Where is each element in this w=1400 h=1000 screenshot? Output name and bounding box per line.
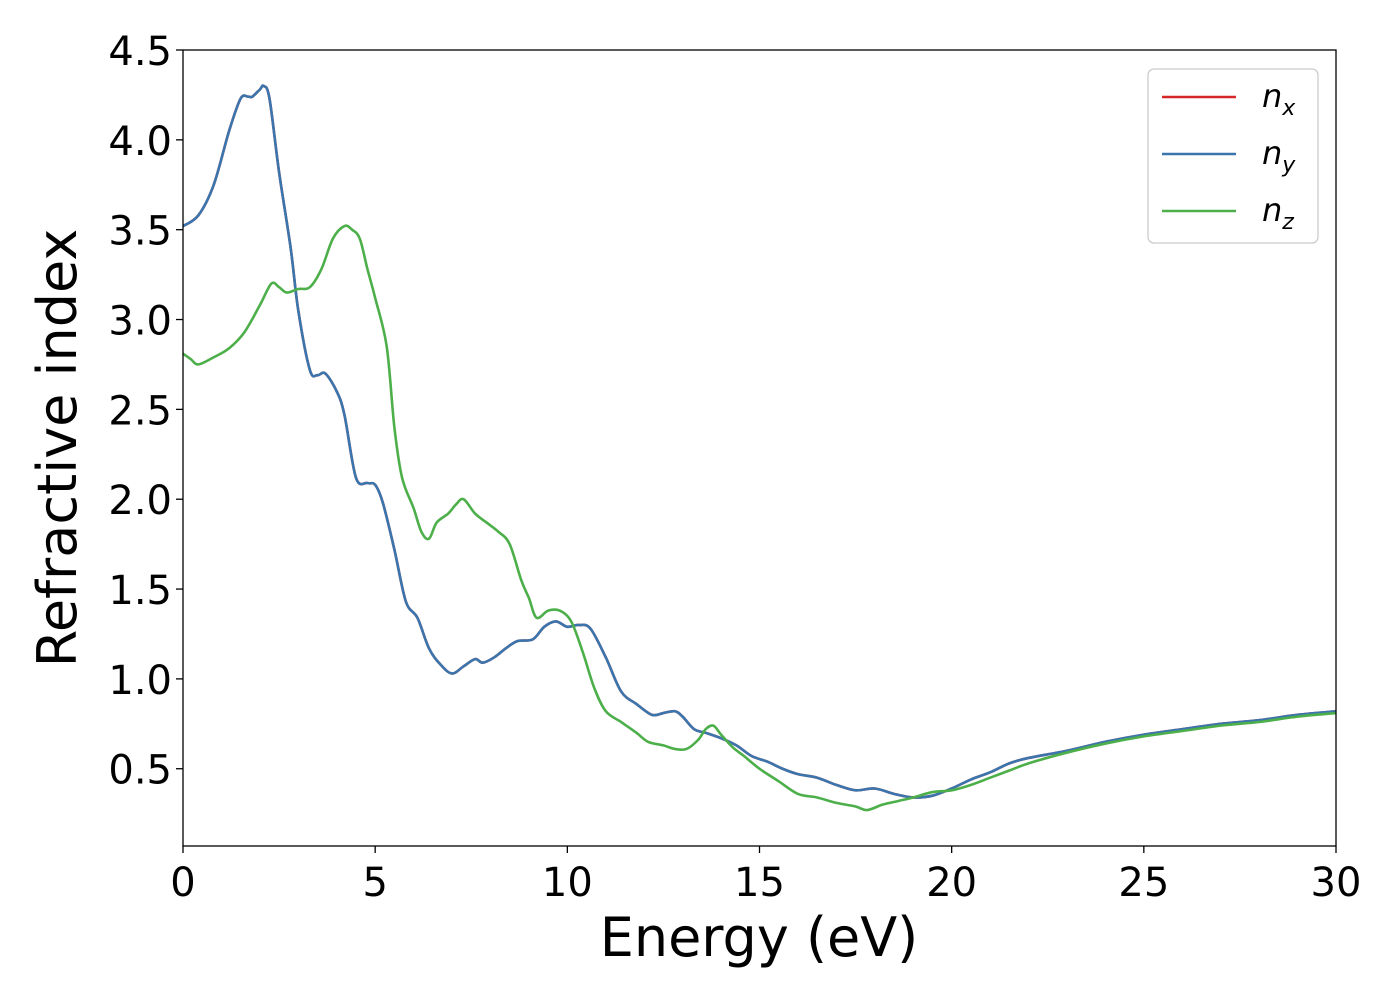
x-tick-label: 15 — [734, 860, 785, 906]
x-tick-label: 0 — [170, 860, 195, 906]
x-axis-ticks: 0 5 10 15 20 25 30 — [170, 846, 1361, 906]
legend-label-ny: ny — [1262, 134, 1296, 178]
y-axis-label: Refractive index — [26, 229, 89, 668]
x-tick-label: 5 — [362, 860, 387, 906]
x-tick-label: 30 — [1311, 860, 1362, 906]
y-tick-label: 1.0 — [108, 658, 172, 704]
legend-entries: nx ny nz — [1162, 77, 1296, 235]
legend-box — [1147, 68, 1319, 244]
series-layer — [183, 84, 1336, 812]
y-tick-label: 3.0 — [108, 299, 172, 345]
series-line-nz — [183, 224, 1336, 812]
x-tick-label: 10 — [542, 860, 593, 906]
x-tick-label: 20 — [926, 860, 977, 906]
y-tick-label: 3.5 — [108, 209, 172, 255]
y-tick-label: 1.5 — [108, 568, 172, 614]
y-tick-label: 0.5 — [108, 748, 172, 794]
x-tick-label: 25 — [1118, 860, 1169, 906]
y-axis-ticks: 0.5 1.0 1.5 2.0 2.5 3.0 3.5 4.0 4.5 — [108, 29, 183, 794]
y-tick-label: 4.0 — [108, 119, 172, 165]
x-axis-label: Energy (eV) — [600, 906, 919, 969]
y-tick-label: 4.5 — [108, 29, 172, 75]
legend-label-nz: nz — [1262, 191, 1294, 235]
legend: nx ny nz — [1147, 68, 1319, 244]
y-tick-label: 2.5 — [108, 388, 172, 434]
y-tick-label: 2.0 — [108, 478, 172, 524]
legend-label-nx: nx — [1262, 77, 1296, 121]
